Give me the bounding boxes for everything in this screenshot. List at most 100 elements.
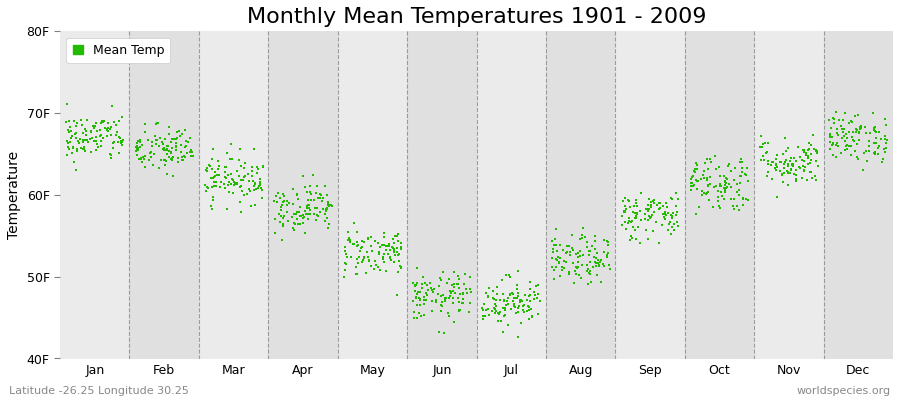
Point	[275, 214, 290, 221]
Point	[823, 134, 837, 140]
Point	[364, 248, 379, 254]
Point	[775, 172, 789, 178]
Point	[381, 242, 395, 249]
Point	[252, 183, 266, 190]
Point	[238, 159, 252, 166]
Point	[628, 197, 643, 203]
Point	[320, 200, 335, 206]
Point	[200, 184, 214, 190]
Point	[394, 246, 409, 252]
Point	[511, 292, 526, 299]
Point	[554, 254, 568, 261]
Point	[421, 287, 436, 294]
Point	[183, 135, 197, 142]
Point	[830, 126, 844, 132]
Point	[391, 231, 405, 237]
Point	[237, 174, 251, 180]
Point	[489, 307, 503, 314]
Point	[133, 139, 148, 145]
Point	[869, 140, 884, 146]
Point	[298, 230, 312, 236]
Point	[440, 310, 454, 316]
Point	[253, 182, 267, 188]
Point	[581, 248, 596, 255]
Point	[318, 218, 332, 224]
Point	[410, 264, 425, 271]
Point	[379, 268, 393, 275]
Point	[548, 264, 562, 270]
Point	[323, 202, 338, 208]
Point	[392, 258, 406, 264]
Point	[274, 207, 289, 213]
Point	[620, 220, 634, 227]
Point	[569, 264, 583, 271]
Point	[411, 310, 426, 316]
Point	[769, 162, 783, 168]
Point	[736, 196, 751, 202]
Point	[206, 194, 220, 200]
Point	[383, 254, 398, 260]
Point	[452, 308, 466, 314]
Point	[776, 179, 790, 186]
Point	[64, 128, 78, 134]
Point	[840, 146, 854, 152]
Point	[160, 143, 175, 149]
Point	[722, 161, 736, 167]
Point	[521, 316, 535, 322]
Point	[247, 183, 261, 190]
Point	[629, 236, 643, 242]
Point	[384, 244, 399, 250]
Point	[563, 249, 578, 255]
Point	[71, 138, 86, 144]
Point	[212, 166, 226, 172]
Point	[220, 175, 234, 181]
Point	[428, 297, 443, 304]
Point	[698, 160, 713, 166]
Point	[868, 128, 883, 134]
Point	[218, 185, 232, 191]
Point	[451, 281, 465, 288]
Point	[662, 219, 677, 226]
Point	[529, 295, 544, 302]
Point	[867, 127, 881, 134]
Point	[580, 268, 595, 274]
Point	[735, 159, 750, 165]
Point	[697, 168, 711, 174]
Point	[796, 147, 810, 154]
Point	[321, 201, 336, 208]
Point	[566, 260, 580, 266]
Point	[836, 129, 850, 135]
Point	[226, 177, 240, 184]
Point	[660, 204, 674, 210]
Point	[287, 226, 302, 233]
Point	[719, 184, 733, 191]
Point	[443, 288, 457, 294]
Point	[428, 298, 443, 305]
Point	[522, 307, 536, 313]
Point	[787, 171, 801, 178]
Point	[68, 130, 82, 137]
Point	[857, 150, 871, 157]
Point	[103, 125, 117, 132]
Point	[753, 144, 768, 150]
Point	[105, 140, 120, 146]
Point	[416, 274, 430, 280]
Point	[481, 294, 495, 300]
Point	[554, 241, 568, 248]
Point	[433, 275, 447, 281]
Bar	[407, 31, 476, 358]
Point	[69, 123, 84, 130]
Point	[304, 196, 319, 203]
Point	[849, 126, 863, 132]
Point	[479, 307, 493, 314]
Point	[661, 227, 675, 234]
Point	[361, 254, 375, 260]
Point	[346, 240, 361, 247]
Point	[458, 270, 473, 277]
Point	[734, 165, 749, 172]
Point	[138, 129, 152, 135]
Point	[387, 233, 401, 239]
Point	[839, 142, 853, 149]
Point	[500, 322, 515, 328]
Point	[572, 272, 587, 278]
